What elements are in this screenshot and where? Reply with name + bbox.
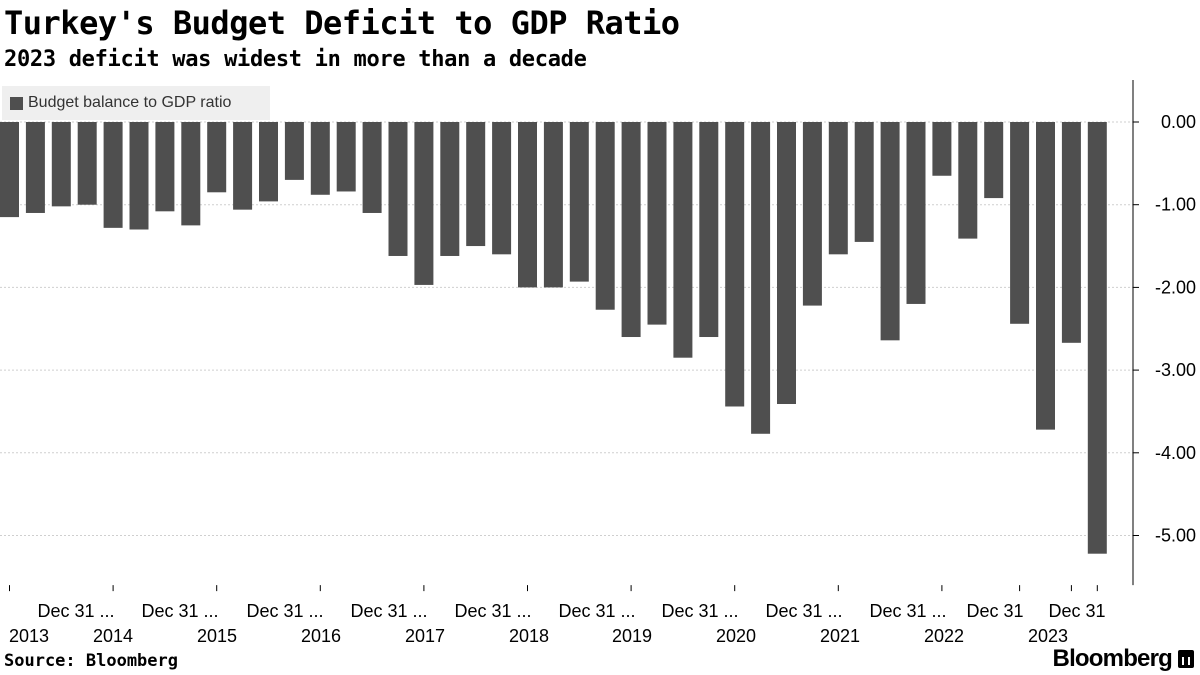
x-tick-label: Dec 31 ... [454, 601, 531, 621]
bar [595, 122, 615, 310]
bar [647, 122, 667, 325]
bar [155, 122, 175, 212]
x-tick-label: Dec 31 [966, 601, 1023, 621]
bloomberg-logo: Bloomberg [1053, 645, 1194, 673]
x-tick-label: Dec 31 ... [350, 601, 427, 621]
bar [880, 122, 900, 341]
bar [362, 122, 382, 213]
bar [802, 122, 822, 306]
bar [906, 122, 926, 304]
bar [854, 122, 874, 242]
bar [207, 122, 227, 193]
bar [699, 122, 719, 338]
bar [492, 122, 512, 255]
brand-name: Bloomberg [1052, 645, 1173, 672]
legend-label: Budget balance to GDP ratio [28, 94, 232, 111]
bar [129, 122, 149, 230]
bar [621, 122, 641, 338]
bar [751, 122, 771, 434]
bar [336, 122, 356, 192]
x-year-label: 2019 [612, 626, 652, 646]
bar [932, 122, 952, 176]
x-year-label: 2014 [93, 626, 133, 646]
bar [1087, 122, 1107, 554]
chart-legend: Budget balance to GDP ratio [2, 86, 270, 120]
bar [0, 122, 19, 218]
bar [673, 122, 693, 358]
bar [725, 122, 745, 407]
x-tick-label: Dec 31 ... [141, 601, 218, 621]
bar [440, 122, 460, 256]
bar [1010, 122, 1030, 324]
bar [828, 122, 848, 255]
x-tick-label: Dec 31 ... [765, 601, 842, 621]
bar [414, 122, 434, 285]
bar [543, 122, 563, 288]
bar [233, 122, 253, 210]
x-year-label: 2015 [197, 626, 237, 646]
chart-icon [1178, 650, 1194, 668]
x-tick-label: Dec 31 ... [558, 601, 635, 621]
bar [984, 122, 1004, 199]
bar [25, 122, 45, 213]
x-year-label: 2021 [820, 626, 860, 646]
legend-swatch [10, 96, 23, 110]
bar [569, 122, 589, 282]
bar [388, 122, 408, 256]
source-note: Source: Bloomberg [4, 651, 178, 671]
bar [518, 122, 537, 288]
y-tick-label: -2.00 [1155, 277, 1196, 297]
y-tick-label: -5.00 [1155, 526, 1196, 546]
y-tick-label: -4.00 [1155, 443, 1196, 463]
bar [259, 122, 278, 202]
bar [466, 122, 486, 247]
bar [1061, 122, 1081, 343]
y-tick-label: -1.00 [1155, 195, 1196, 215]
x-year-label: 2018 [509, 626, 549, 646]
x-year-label: 2016 [301, 626, 341, 646]
bar [310, 122, 330, 195]
y-tick-label: 0.00 [1161, 112, 1196, 132]
x-year-label: 2017 [405, 626, 445, 646]
bar [958, 122, 978, 239]
bar [77, 122, 97, 205]
x-year-label: 2022 [924, 626, 964, 646]
chart-title: Turkey's Budget Deficit to GDP Ratio [4, 4, 680, 42]
x-tick-label: Dec 31 ... [869, 601, 946, 621]
x-year-label: 2020 [716, 626, 756, 646]
bar [284, 122, 304, 180]
bar [181, 122, 201, 226]
x-year-label: 2013 [9, 626, 49, 646]
x-tick-label: Dec 31 [1048, 601, 1105, 621]
bar [777, 122, 796, 405]
y-tick-label: -3.00 [1155, 360, 1196, 380]
bar [51, 122, 71, 207]
x-tick-label: Dec 31 ... [661, 601, 738, 621]
x-tick-label: Dec 31 ... [246, 601, 323, 621]
x-tick-label: Dec 31 ... [37, 601, 114, 621]
bar [103, 122, 123, 228]
x-year-label: 2023 [1028, 626, 1068, 646]
bar [1036, 122, 1055, 430]
chart-subtitle: 2023 deficit was widest in more than a d… [4, 47, 587, 72]
